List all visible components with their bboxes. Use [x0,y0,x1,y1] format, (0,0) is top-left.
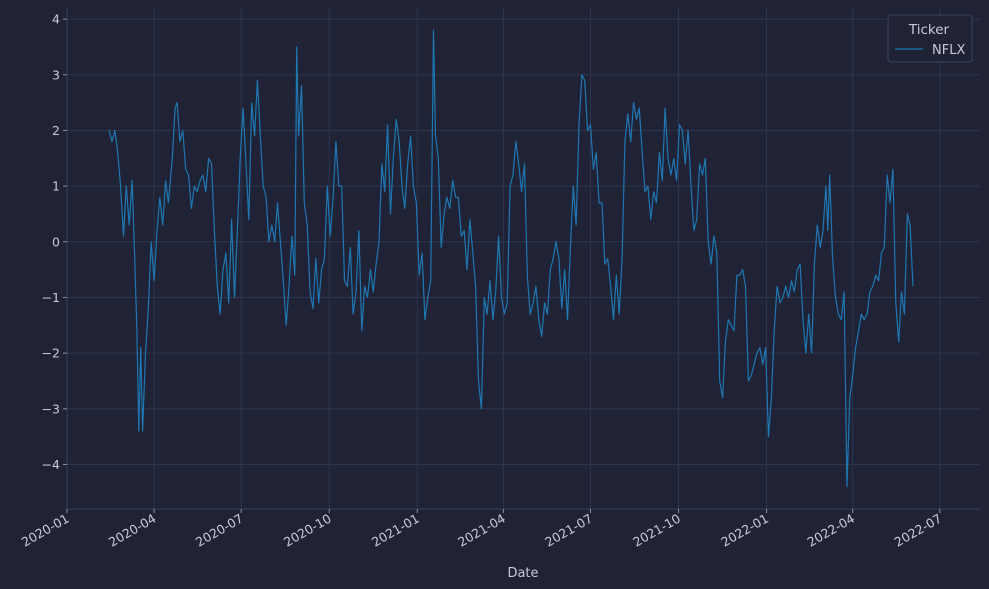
x-tick-label: 2020-07 [193,511,246,550]
y-tick-label: 1 [52,179,60,194]
series-group [108,29,914,488]
x-axis: 2020-01 2020-04 2020-07 2020-10 2021-01 2021-… [19,509,945,550]
axes-frame [66,8,980,510]
x-tick-label: 2022-07 [892,511,945,550]
x-axis-title: Date [507,566,538,581]
y-tick-label: 0 [52,234,60,249]
legend-label-nflx: NFLX [932,43,965,58]
y-tick-label: 3 [52,67,60,82]
x-tick-label: 2020-01 [19,511,72,550]
y-tick-label: −2 [42,346,60,361]
gridlines [66,8,980,509]
y-tick-label: 2 [52,123,60,138]
x-tick-label: 2021-07 [542,511,595,550]
legend[interactable]: Ticker NFLX [887,14,973,63]
x-tick-label: 2021-10 [630,511,683,550]
x-tick-label: 2020-10 [281,511,334,550]
y-tick-label: −1 [42,290,60,305]
x-tick-label: 2022-01 [718,511,771,550]
y-tick-label: −4 [42,457,60,472]
y-axis: −4 −3 −2 −1 0 1 2 3 4 [42,12,67,472]
series-line-nflx [108,29,914,488]
x-tick-label: 2020-04 [106,511,159,550]
y-tick-label: 4 [52,12,60,27]
x-tick-label: 2021-01 [369,511,422,550]
y-tick-label: −3 [42,401,60,416]
x-tick-label: 2021-04 [455,511,508,550]
x-tick-label: 2022-04 [804,511,857,550]
legend-title: Ticker [908,22,950,38]
legend-box [887,14,973,63]
